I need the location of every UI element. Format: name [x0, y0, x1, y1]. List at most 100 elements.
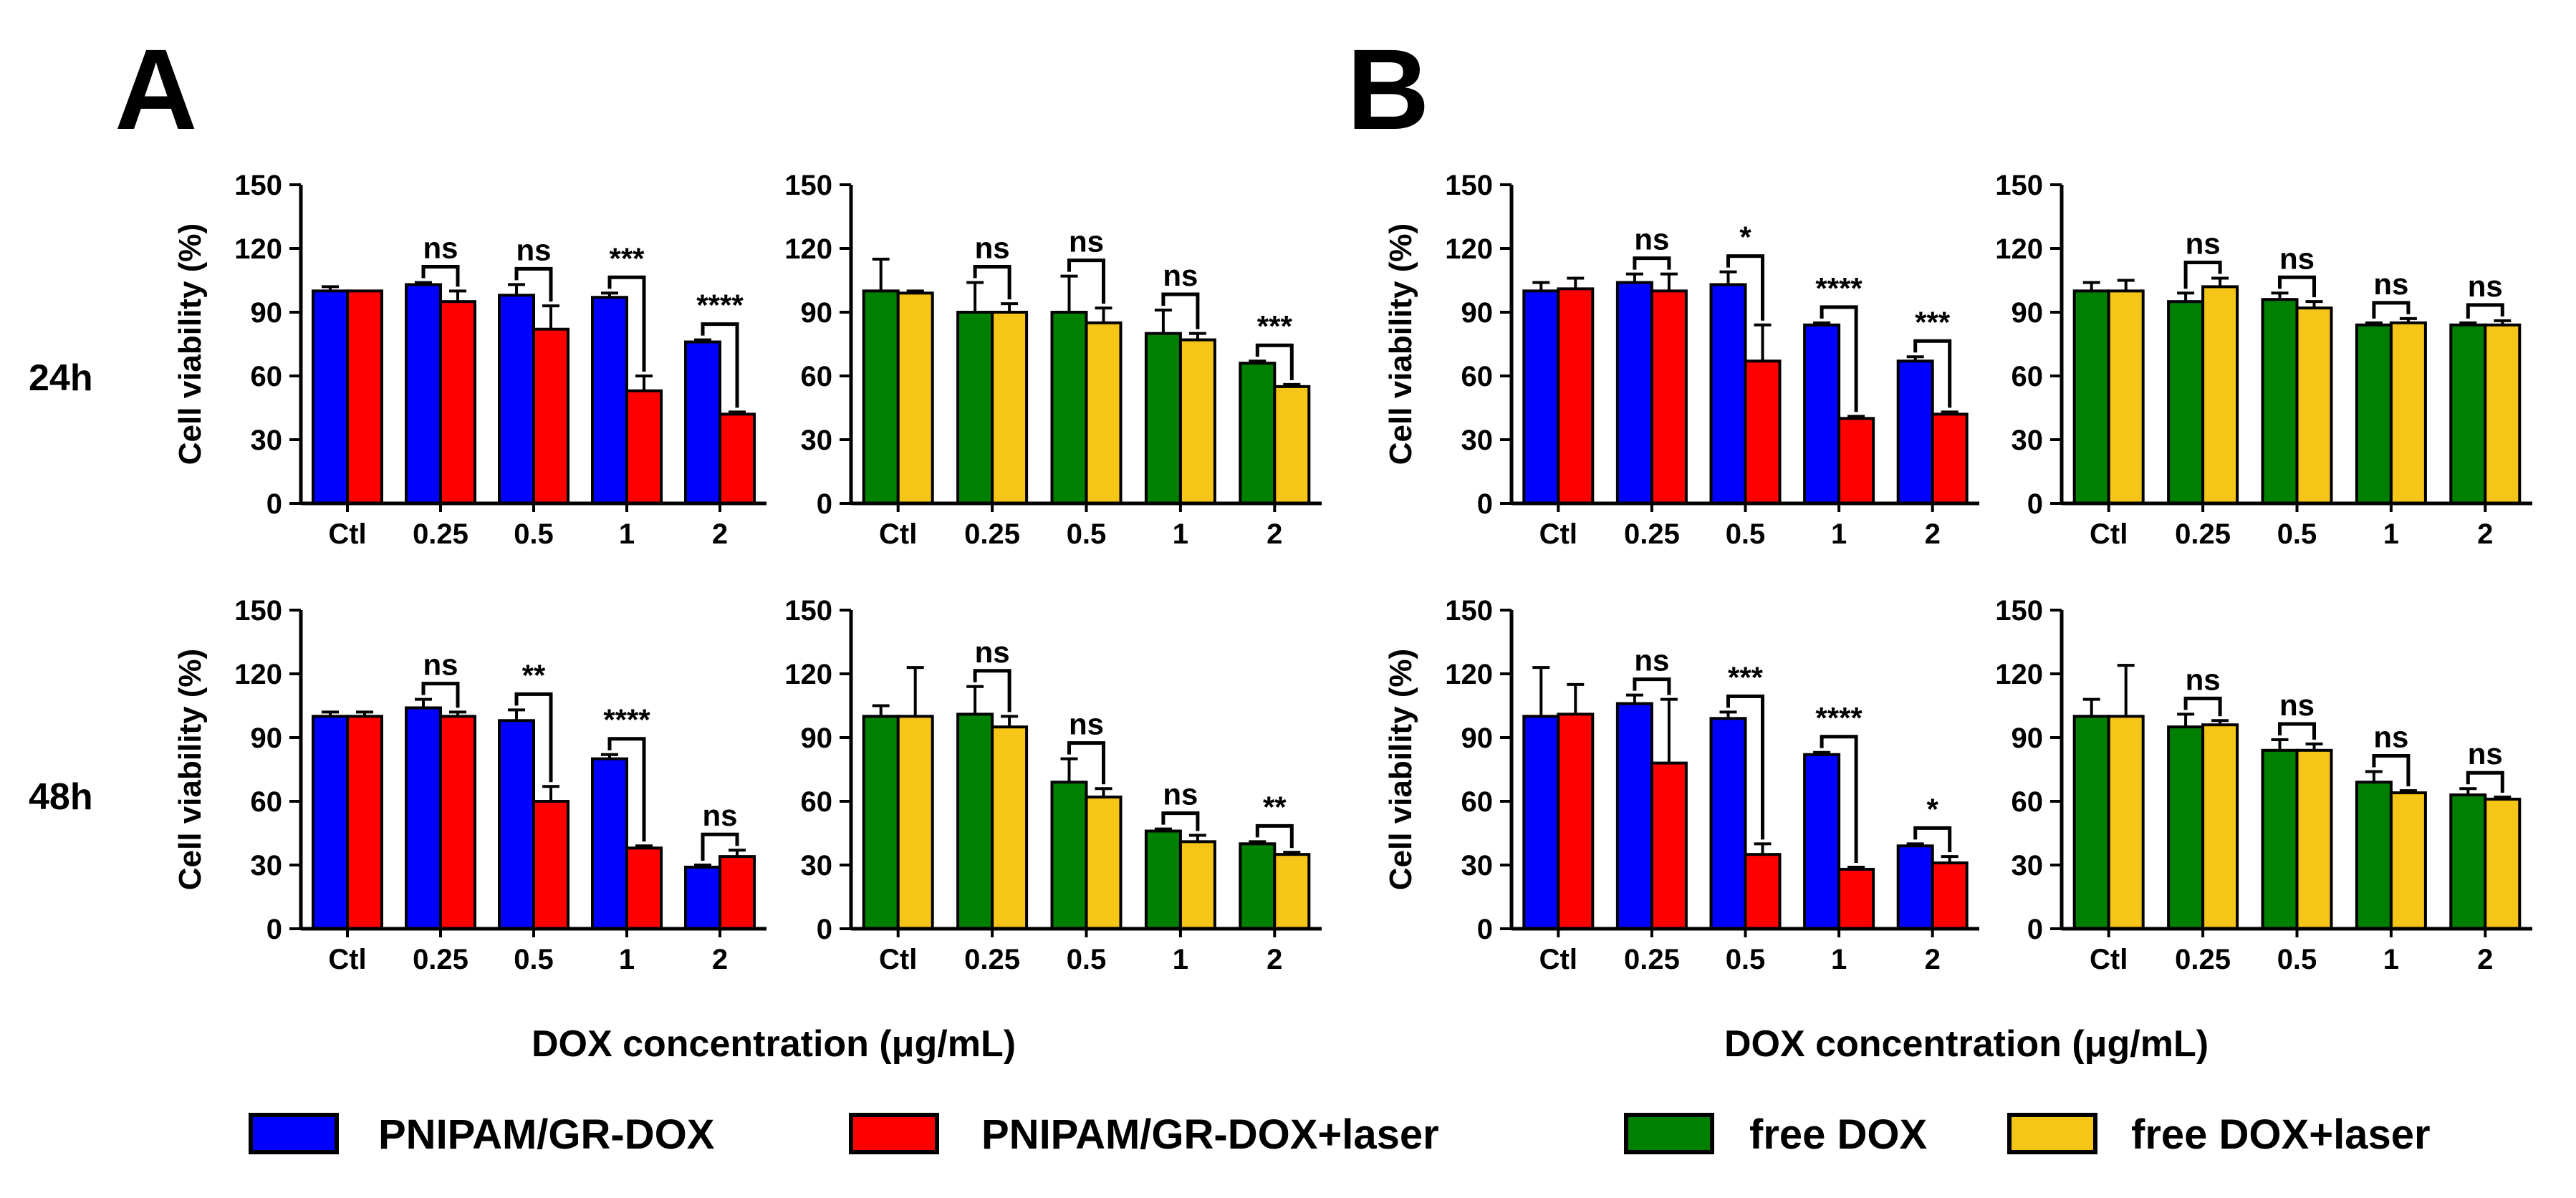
y-axis-label: Cell viability (%) [173, 649, 208, 890]
bar [1744, 853, 1782, 930]
x-tick-label: 0.5 [1067, 518, 1107, 550]
y-tick-label: 90 [251, 297, 283, 329]
significance-label: * [1927, 792, 1939, 826]
significance-label: ns [2279, 688, 2315, 722]
significance-label: ns [1163, 259, 1198, 292]
significance-bracket [607, 737, 646, 842]
legend-item-pnipam-gr-dox-laser: PNIPAM/GR-DOX+laser [849, 1111, 1439, 1158]
y-tick-label: 90 [1461, 723, 1494, 754]
x-tick-label: 0.5 [2277, 944, 2317, 975]
bar [1837, 867, 1875, 931]
x-axis-title-a: DOX concentration (μg/mL) [532, 1023, 1016, 1065]
bar [591, 757, 628, 930]
significance-bracket [607, 275, 646, 372]
legend-item-pnipam-gr-dox: PNIPAM/GR-DOX [249, 1111, 715, 1158]
significance-bracket [514, 692, 553, 783]
bar [1615, 702, 1653, 930]
bar [2072, 715, 2110, 930]
x-tick-label: 0.25 [413, 944, 468, 975]
y-tick-label: 60 [801, 786, 833, 818]
x-tick-label: 1 [619, 944, 635, 975]
significance-bracket [2372, 301, 2411, 319]
y-tick-label: 30 [2012, 425, 2044, 456]
bar [2201, 285, 2239, 505]
x-tick-label: 0.5 [2277, 518, 2317, 550]
y-tick-label: 0 [266, 914, 282, 945]
chart-b-24h-free-dox: 0 30 60 90 120 150 Ctl 0.25 ns 0.5 ns 1 ns 2 ns [1995, 170, 2532, 550]
significance-bracket [2466, 303, 2504, 319]
significance-bracket [1255, 823, 1294, 849]
significance-bracket [1255, 343, 1294, 380]
x-tick-label: 1 [1173, 944, 1188, 975]
bar [1744, 359, 1782, 505]
significance-label: *** [1257, 309, 1293, 343]
y-tick-label: 120 [784, 233, 832, 265]
significance-label: ns [2468, 269, 2503, 303]
bar [2355, 781, 2393, 931]
bar [1273, 853, 1311, 930]
x-tick-label: 2 [712, 518, 728, 550]
bar [1557, 712, 1595, 930]
legend-item-free-dox: free DOX [1624, 1111, 1928, 1158]
significance-label: **** [696, 289, 744, 322]
significance-bracket [2466, 771, 2504, 793]
bar [956, 712, 994, 930]
y-tick-label: 60 [1461, 786, 1494, 818]
significance-bracket [2183, 696, 2222, 717]
x-tick-label: Ctl [879, 518, 917, 550]
significance-bracket [1913, 826, 1952, 853]
bar [439, 715, 476, 930]
significance-bracket [2278, 722, 2316, 740]
significance-label: ns [2186, 662, 2221, 696]
significance-label: ns [1634, 223, 1669, 256]
bar [2261, 298, 2299, 505]
bar [1178, 840, 1216, 931]
x-tick-label: 2 [2477, 518, 2493, 550]
significance-label: ns [2468, 737, 2503, 771]
chart-a-48h-gr-dox: 0 30 60 90 120 150 Cell viability (%) Ctl 0.25 ns… [173, 595, 766, 975]
x-tick-label: Ctl [328, 518, 366, 550]
y-tick-label: 120 [1445, 659, 1493, 690]
significance-bracket [1633, 256, 1671, 270]
significance-label: ns [975, 231, 1010, 264]
y-tick-label: 90 [2012, 297, 2044, 329]
significance-label: ns [2279, 241, 2315, 275]
y-tick-label: 150 [1995, 170, 2043, 201]
x-tick-label: 0.25 [413, 518, 468, 550]
y-tick-label: 150 [1445, 170, 1493, 201]
y-axis-label: Cell viability (%) [1383, 649, 1418, 890]
significance-bracket [1161, 811, 1200, 831]
chart-b-48h-gr-dox: 0 30 60 90 120 150 Cell viability (%) Ctl 0.25 ns… [1383, 595, 1979, 975]
bar [2261, 748, 2299, 931]
significance-label: **** [603, 703, 650, 737]
bar [1803, 753, 1841, 930]
y-tick-label: 90 [801, 297, 833, 329]
bar [2295, 748, 2333, 931]
significance-bracket [1633, 677, 1671, 695]
x-tick-label: 1 [2383, 518, 2399, 550]
bar [1650, 289, 1688, 505]
bar [1896, 359, 1934, 505]
significance-bracket [701, 322, 739, 408]
y-tick-label: 150 [1445, 595, 1493, 627]
legend: PNIPAM/GR-DOX PNIPAM/GR-DOX+laser free D… [249, 1111, 2431, 1158]
bar [1144, 332, 1182, 505]
legend-label: free DOX [1749, 1111, 1928, 1158]
significance-label: ns [2373, 720, 2408, 753]
significance-bracket [421, 264, 460, 287]
x-tick-label: 1 [1831, 944, 1847, 975]
bar [1837, 417, 1875, 505]
x-tick-label: Ctl [1539, 944, 1577, 975]
bar [2484, 323, 2522, 505]
bar [312, 715, 349, 930]
y-tick-label: 120 [234, 233, 282, 265]
y-tick-label: 120 [234, 659, 282, 690]
y-tick-label: 30 [251, 850, 283, 881]
bar [498, 719, 535, 930]
significance-label: ** [1263, 790, 1287, 823]
bar [719, 412, 756, 506]
y-axis-label: Cell viability (%) [1383, 223, 1418, 465]
bar [2484, 798, 2522, 930]
y-tick-label: 0 [817, 914, 832, 945]
